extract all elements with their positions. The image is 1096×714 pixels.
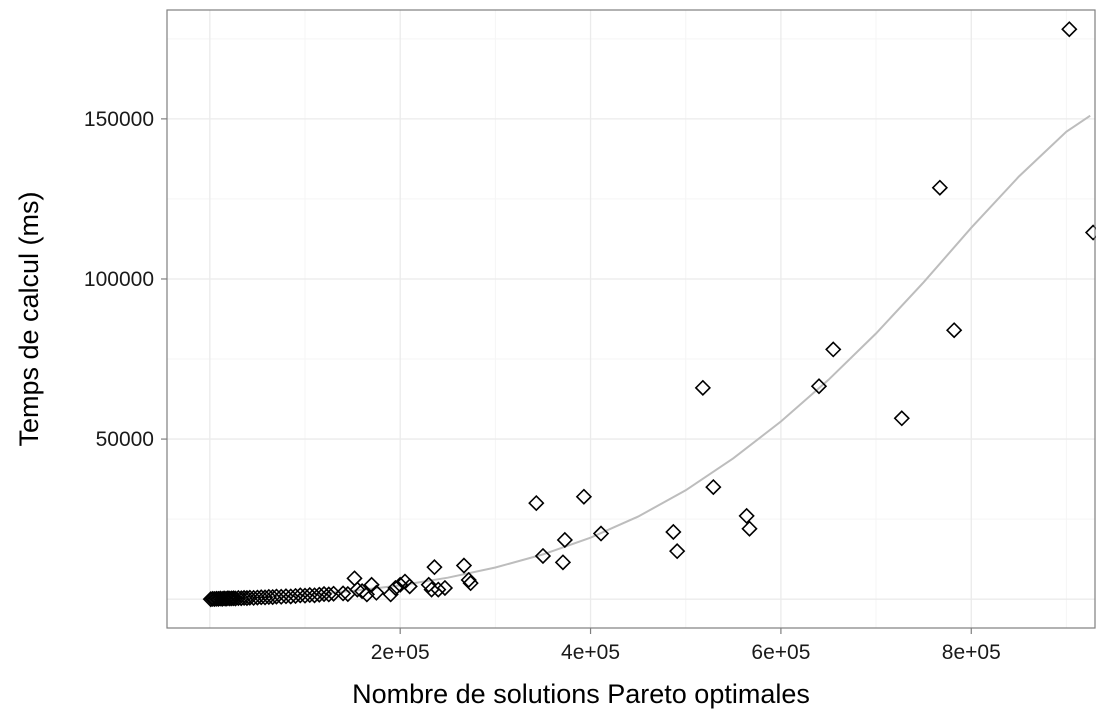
x-axis-ticks: 2e+05 4e+05 6e+05 8e+05: [371, 628, 1001, 664]
data-point: [349, 581, 366, 598]
data-point: [592, 525, 610, 542]
y-axis-title: Temps de calcul (ms): [14, 191, 44, 446]
data-point: [705, 478, 722, 496]
data-point: [401, 578, 418, 595]
data-point: [382, 586, 399, 603]
data-point: [810, 378, 828, 395]
y-axis-ticks: 50000 100000 150000: [84, 108, 167, 451]
data-point: [260, 588, 277, 606]
data-point: [241, 589, 258, 606]
data-point: [227, 590, 244, 607]
data-points: [202, 21, 1096, 608]
data-point: [253, 589, 270, 606]
data-point: [462, 575, 479, 592]
data-point: [368, 584, 385, 601]
x-tick-label: 8e+05: [942, 641, 1001, 664]
data-point: [1061, 21, 1078, 38]
x-axis-title: Nombre de solutions Pareto optimales: [352, 679, 810, 709]
data-point: [430, 581, 447, 598]
y-tick-label: 100000: [84, 268, 154, 291]
data-point: [669, 543, 686, 560]
data-point: [436, 579, 454, 597]
data-point: [392, 576, 409, 593]
data-point: [738, 507, 755, 525]
x-tick-label: 4e+05: [561, 641, 620, 664]
data-point: [694, 379, 711, 396]
data-point: [893, 410, 910, 427]
data-point: [534, 547, 552, 565]
data-point: [556, 531, 573, 549]
x-tick-label: 6e+05: [751, 641, 810, 664]
data-point: [825, 341, 842, 358]
major-grid: [167, 10, 1095, 628]
data-point: [420, 576, 437, 593]
data-point: [946, 322, 963, 339]
data-point: [256, 589, 274, 606]
trend-line: [209, 114, 1091, 601]
data-point: [554, 554, 572, 571]
y-tick-label: 50000: [96, 428, 154, 451]
data-point: [665, 523, 682, 541]
data-point: [353, 583, 371, 600]
data-point: [233, 590, 250, 607]
data-point: [575, 488, 593, 505]
data-point: [455, 557, 473, 574]
plot-border: [166, 9, 1096, 629]
data-point: [460, 571, 477, 589]
data-point: [1084, 224, 1096, 241]
data-point: [249, 589, 266, 606]
data-point: [320, 586, 337, 603]
data-point: [334, 585, 352, 602]
data-point: [363, 576, 380, 593]
data-point: [528, 494, 545, 512]
data-point: [426, 559, 443, 576]
data-point: [423, 581, 440, 598]
y-tick-label: 150000: [84, 108, 154, 131]
x-tick-label: 2e+05: [371, 641, 430, 664]
data-point: [741, 520, 758, 537]
data-point: [221, 590, 238, 607]
data-point: [931, 179, 948, 196]
plot-panel: [167, 10, 1095, 628]
data-point: [387, 579, 404, 597]
data-point: [245, 589, 262, 607]
